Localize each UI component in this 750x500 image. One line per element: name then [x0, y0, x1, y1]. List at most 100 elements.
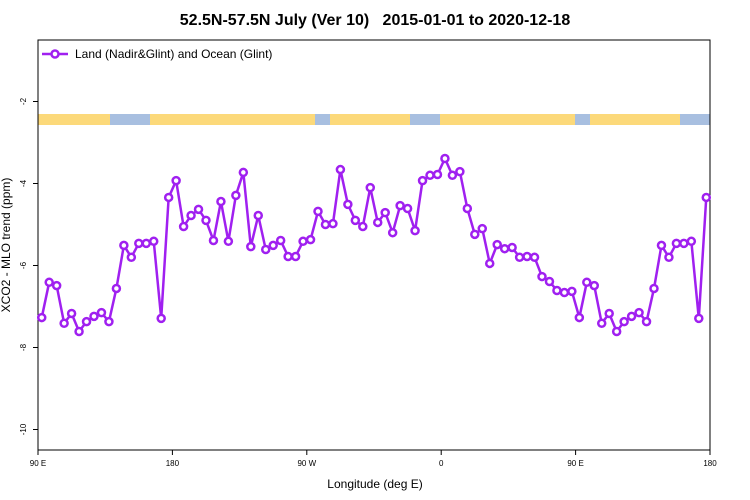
point [74, 326, 84, 337]
point [522, 251, 532, 262]
point [313, 206, 323, 217]
point [178, 221, 189, 232]
point [447, 170, 458, 181]
x-axis-label: Longitude (deg E) [327, 477, 422, 491]
point [604, 308, 614, 319]
point [641, 316, 652, 327]
point [372, 217, 383, 228]
point [298, 236, 308, 247]
point [335, 164, 346, 175]
point [611, 326, 622, 337]
point [275, 235, 286, 246]
point [268, 240, 278, 251]
point [223, 236, 234, 247]
point [59, 318, 69, 329]
point [119, 240, 129, 251]
point [380, 207, 390, 218]
point [634, 307, 644, 318]
point [649, 283, 659, 294]
point [656, 240, 667, 251]
point [208, 235, 219, 246]
point [582, 277, 592, 288]
point [395, 200, 405, 211]
land-ocean-strip [38, 114, 710, 125]
point [253, 210, 264, 221]
point [671, 238, 682, 249]
point [343, 199, 353, 210]
point [283, 251, 293, 262]
x-tick-label: 90 E [30, 459, 46, 468]
point [432, 169, 443, 180]
point [260, 244, 271, 255]
point [686, 236, 697, 247]
y-tick-label: -6 [19, 261, 28, 269]
point [596, 318, 607, 329]
point [417, 175, 428, 186]
point [470, 229, 480, 240]
point [66, 308, 77, 319]
point [193, 204, 204, 215]
point [141, 238, 152, 249]
y-tick-label: -2 [19, 97, 28, 105]
point [186, 210, 196, 221]
x-tick-label: 90 W [297, 459, 316, 468]
point [171, 175, 181, 186]
point [104, 316, 114, 327]
point [111, 283, 122, 294]
point [425, 170, 435, 181]
point [559, 287, 570, 298]
y-axis-label: XCO2 - MLO trend (ppm) [0, 178, 13, 313]
point [44, 277, 54, 288]
x-tick-label: 90 E [567, 459, 583, 468]
point [477, 223, 488, 234]
point [358, 221, 368, 232]
point [320, 219, 331, 230]
point [365, 182, 376, 193]
plot-frame [37, 39, 711, 451]
point [156, 313, 166, 324]
point [246, 241, 256, 252]
point [492, 239, 502, 250]
point [626, 311, 637, 322]
point [619, 316, 629, 327]
legend-marker [50, 49, 60, 59]
y-tick-label: -8 [19, 343, 28, 351]
point [36, 312, 47, 323]
point [350, 215, 361, 226]
y-tick-label: -4 [19, 179, 28, 187]
chart-title: 52.5N-57.5N July (Ver 10) 2015-01-01 to … [180, 12, 571, 29]
point [126, 252, 137, 263]
point [664, 252, 674, 263]
point [290, 251, 301, 262]
point [410, 225, 420, 236]
legend-label: Land (Nadir&Glint) and Ocean (Glint) [75, 47, 272, 61]
x-tick-label: 0 [439, 459, 444, 468]
point [89, 311, 99, 322]
point [544, 276, 555, 287]
point [462, 203, 473, 214]
point [305, 234, 316, 245]
x-tick-label: 180 [166, 459, 180, 468]
point [81, 316, 92, 327]
point [484, 258, 495, 269]
point [552, 285, 562, 296]
point [402, 203, 413, 214]
point [694, 313, 704, 324]
point [148, 236, 159, 247]
point [537, 271, 547, 282]
point [216, 196, 226, 207]
point [567, 286, 577, 297]
point [589, 280, 600, 291]
y-tick-label: -10 [19, 423, 28, 435]
point [529, 252, 540, 263]
point [701, 192, 712, 203]
point [134, 238, 144, 249]
point [328, 218, 338, 229]
point [499, 243, 510, 254]
point [201, 215, 211, 226]
point [231, 190, 241, 201]
point [387, 227, 398, 238]
point [51, 280, 62, 291]
x-tick-label: 180 [703, 459, 717, 468]
